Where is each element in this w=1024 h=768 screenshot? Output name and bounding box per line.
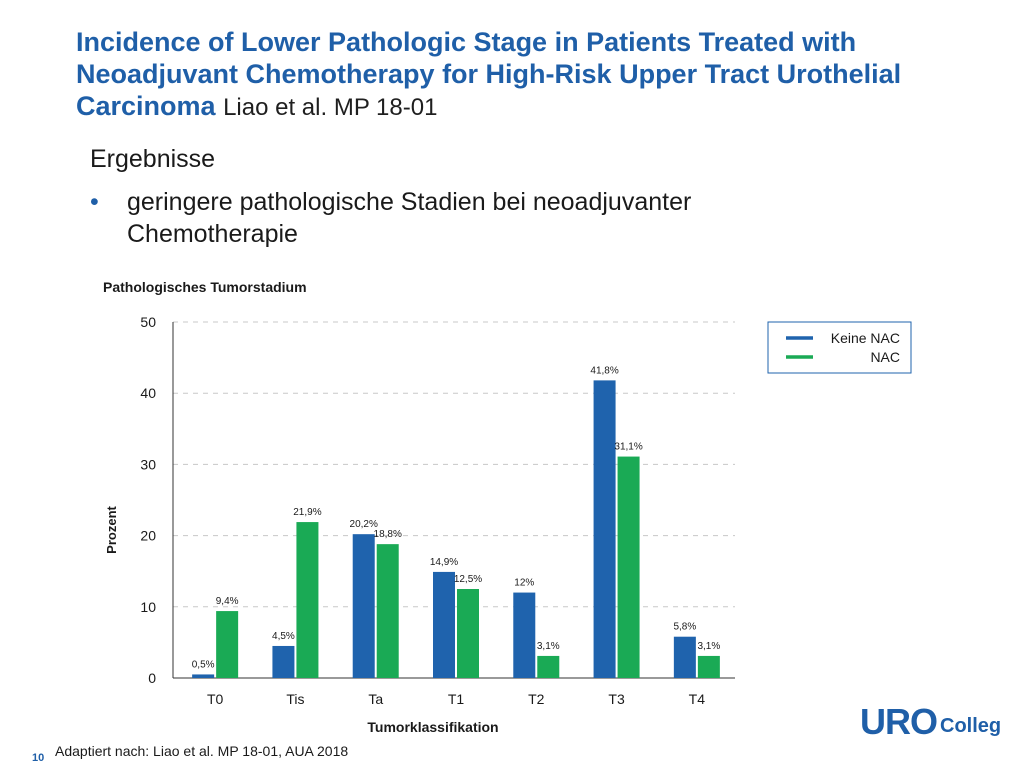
y-tick-label: 40 [140, 385, 156, 401]
x-axis-label: Tumorklassifikation [367, 719, 498, 735]
data-label: 5,8% [673, 622, 696, 633]
bar-nac-t4 [697, 655, 720, 678]
data-label: 3,1% [537, 641, 560, 652]
x-tick-label: Tis [286, 691, 304, 707]
uro-colleg-logo: URO Colleg [860, 700, 1001, 740]
x-tick-label: Ta [368, 691, 383, 707]
x-tick-label: T2 [528, 691, 545, 707]
data-label: 14,9% [430, 557, 458, 568]
bar-keine-nac-t3 [593, 380, 616, 678]
data-label: 12% [514, 578, 534, 589]
data-label: 0,5% [192, 659, 215, 670]
y-tick-label: 10 [140, 599, 156, 615]
data-label: 18,8% [374, 529, 402, 540]
slide-title-main: Incidence of Lower Pathologic Stage in P… [76, 27, 902, 121]
x-tick-label: T0 [207, 691, 224, 707]
logo-colleg-text: Colleg [940, 715, 1002, 737]
data-label: 12,5% [454, 574, 482, 585]
slide-title: Incidence of Lower Pathologic Stage in P… [76, 26, 996, 124]
bar-nac-ta [376, 544, 399, 678]
result-bullet: • geringere pathologische Stadien bei ne… [90, 186, 850, 250]
logo-uro-text: URO [860, 701, 938, 742]
data-label: 41,8% [590, 365, 618, 376]
y-tick-label: 0 [148, 670, 156, 686]
bar-chart-container: Pathologisches Tumorstadium 0 10 20 30 40 50 … [0, 270, 1024, 750]
legend-label-nac: NAC [870, 349, 900, 365]
y-tick-label: 20 [140, 528, 156, 544]
results-heading: Ergebnisse [90, 145, 216, 173]
x-tick-label: T1 [448, 691, 465, 707]
result-bullet-text: geringere pathologische Stadien bei neoa… [127, 188, 692, 248]
x-axis-ticks: T0 Tis Ta T1 T2 T3 T4 [207, 691, 705, 707]
bar-keine-nac-t4 [673, 636, 696, 678]
x-tick-label: T3 [608, 691, 625, 707]
bar-keine-nac-t2 [513, 592, 536, 678]
page-number: 10 [32, 752, 45, 764]
bullet-icon: • [90, 188, 99, 216]
bar-nac-t0 [216, 611, 239, 678]
legend-box [767, 321, 912, 374]
chart-title: Pathologisches Tumorstadium [103, 279, 307, 295]
y-axis-label: Prozent [104, 505, 119, 553]
bar-keine-nac-tis [272, 645, 295, 678]
y-axis-ticks: 0 10 20 30 40 50 [140, 314, 156, 686]
y-tick-label: 30 [140, 456, 156, 472]
data-label: 9,4% [216, 596, 239, 607]
x-tick-label: T4 [689, 691, 706, 707]
y-tick-label: 50 [140, 314, 156, 330]
bar-nac-t1 [457, 589, 479, 678]
bar-nac-tis [296, 522, 319, 678]
chart-legend: Keine NAC NAC [767, 321, 912, 374]
bar-keine-nac-t1 [433, 571, 455, 678]
data-label: 20,2% [350, 519, 378, 530]
data-label: 31,1% [614, 442, 642, 453]
data-label: 4,5% [272, 631, 295, 642]
bar-keine-nac-t0 [192, 674, 215, 678]
bar-keine-nac-ta [352, 534, 375, 678]
legend-label-keine-nac: Keine NAC [831, 330, 900, 346]
slide-title-reference: Liao et al. MP 18-01 [223, 94, 438, 121]
data-label: 3,1% [697, 641, 720, 652]
bar-chart: Pathologisches Tumorstadium 01020304050 … [103, 279, 912, 735]
bar-nac-t2 [537, 655, 560, 678]
chart-bars: 0,5% 9,4% 4,5% 21,9% 20,2%18,8% 14,9% 12,5% 12%… [192, 365, 720, 678]
data-label: 21,9% [293, 507, 321, 518]
source-footnote: Adaptiert nach: Liao et al. MP 18-01, AU… [55, 743, 349, 759]
bar-nac-t3 [617, 456, 640, 678]
